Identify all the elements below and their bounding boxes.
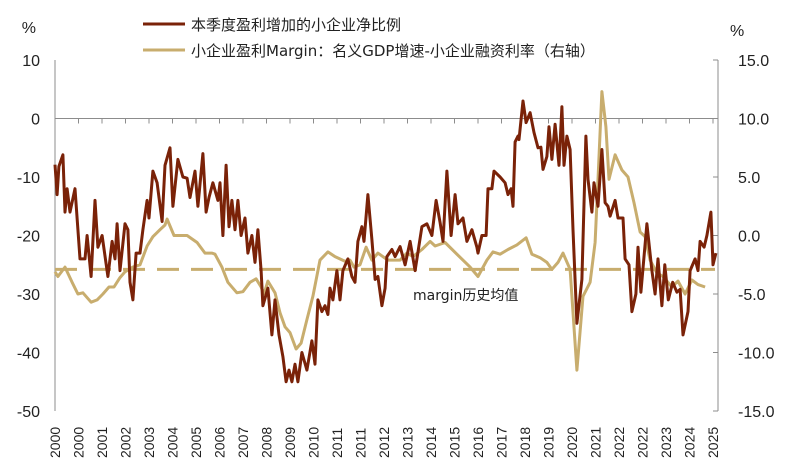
x-axis-tick-label: 2001: [94, 427, 110, 458]
x-axis-tick-label: 2011: [353, 428, 369, 458]
x-axis-tick-label: 2006: [212, 427, 228, 458]
chart-marks: margin历史均值: [53, 90, 718, 384]
x-axis-tick-label: 2012: [376, 427, 392, 458]
reference-line-label: margin历史均值: [413, 288, 518, 304]
left-axis-tick-label: -20: [17, 229, 40, 246]
x-axis-tick-label: 2021: [588, 427, 604, 458]
right-axis-tick-label: 0.0: [738, 229, 760, 246]
series-line-2: [53, 90, 706, 372]
legend-label-series-1: 本季度盈利增加的小企业净比例: [191, 16, 401, 34]
x-axis-tick-label: 2000: [71, 427, 87, 458]
right-axis-tick-label: -15.0: [738, 404, 775, 421]
x-axis-tick-label: 2008: [259, 427, 275, 458]
x-axis-tick-label: 2015: [447, 427, 463, 458]
axes: 10 0 -10 -20 -30 -40 -50% 15.0 10.0 5.0 0.0 -5.0 -10…: [17, 20, 775, 458]
x-axis-tick-label: 2020: [564, 427, 580, 458]
right-axis-tick-label: 15.0: [738, 53, 769, 70]
right-axis-tick-label: 10.0: [738, 112, 769, 129]
series-line-1: [53, 99, 718, 384]
x-axis-tick-label: 2002: [118, 427, 134, 458]
legend: 本季度盈利增加的小企业净比例小企业盈利Margin：名义GDP增速-小企业融资利…: [143, 16, 595, 60]
right-axis-unit: %: [730, 23, 744, 40]
left-axis-unit: %: [22, 20, 36, 37]
x-axis-tick-label: 2018: [517, 427, 533, 458]
x-axis-tick-label: 2000: [47, 427, 63, 458]
x-axis-tick-label: 2005: [188, 427, 204, 458]
x-axis-tick-label: 2023: [658, 427, 674, 458]
left-axis-tick-label: -10: [17, 170, 40, 187]
x-axis-tick-label: 2011: [329, 428, 345, 458]
right-axis-tick-label: -10.0: [738, 346, 775, 363]
x-axis-tick-label: 2017: [494, 427, 510, 458]
x-axis-tick-label: 2004: [165, 427, 181, 458]
x-axis-tick-label: 2019: [541, 427, 557, 458]
x-axis-tick-label: 2014: [423, 427, 439, 458]
x-axis-tick-label: 2010: [306, 427, 322, 458]
left-axis-tick-label: 10: [22, 53, 40, 70]
left-axis-tick-label: -30: [17, 287, 40, 304]
x-axis-tick-label: 2016: [470, 427, 486, 458]
right-axis-tick-label: -5.0: [738, 287, 766, 304]
x-axis-tick-label: 2024: [682, 427, 698, 458]
right-axis-tick-label: 5.0: [738, 170, 760, 187]
x-axis-tick-label: 2013: [400, 427, 416, 458]
x-axis-tick-label: 2003: [141, 427, 157, 458]
x-axis-tick-label: 2022: [635, 427, 651, 458]
x-axis-tick-label: 2009: [282, 427, 298, 458]
x-axis-tick-label: 2025: [705, 427, 721, 458]
x-axis-tick-label: 2007: [235, 427, 251, 458]
left-axis-tick-label: -50: [17, 404, 40, 421]
left-axis-tick-label: -40: [17, 346, 40, 363]
legend-label-series-2: 小企业盈利Margin：名义GDP增速-小企业融资利率（右轴）: [191, 42, 595, 60]
left-axis-tick-label: 0: [31, 112, 40, 129]
x-axis-tick-label: 2022: [611, 427, 627, 458]
